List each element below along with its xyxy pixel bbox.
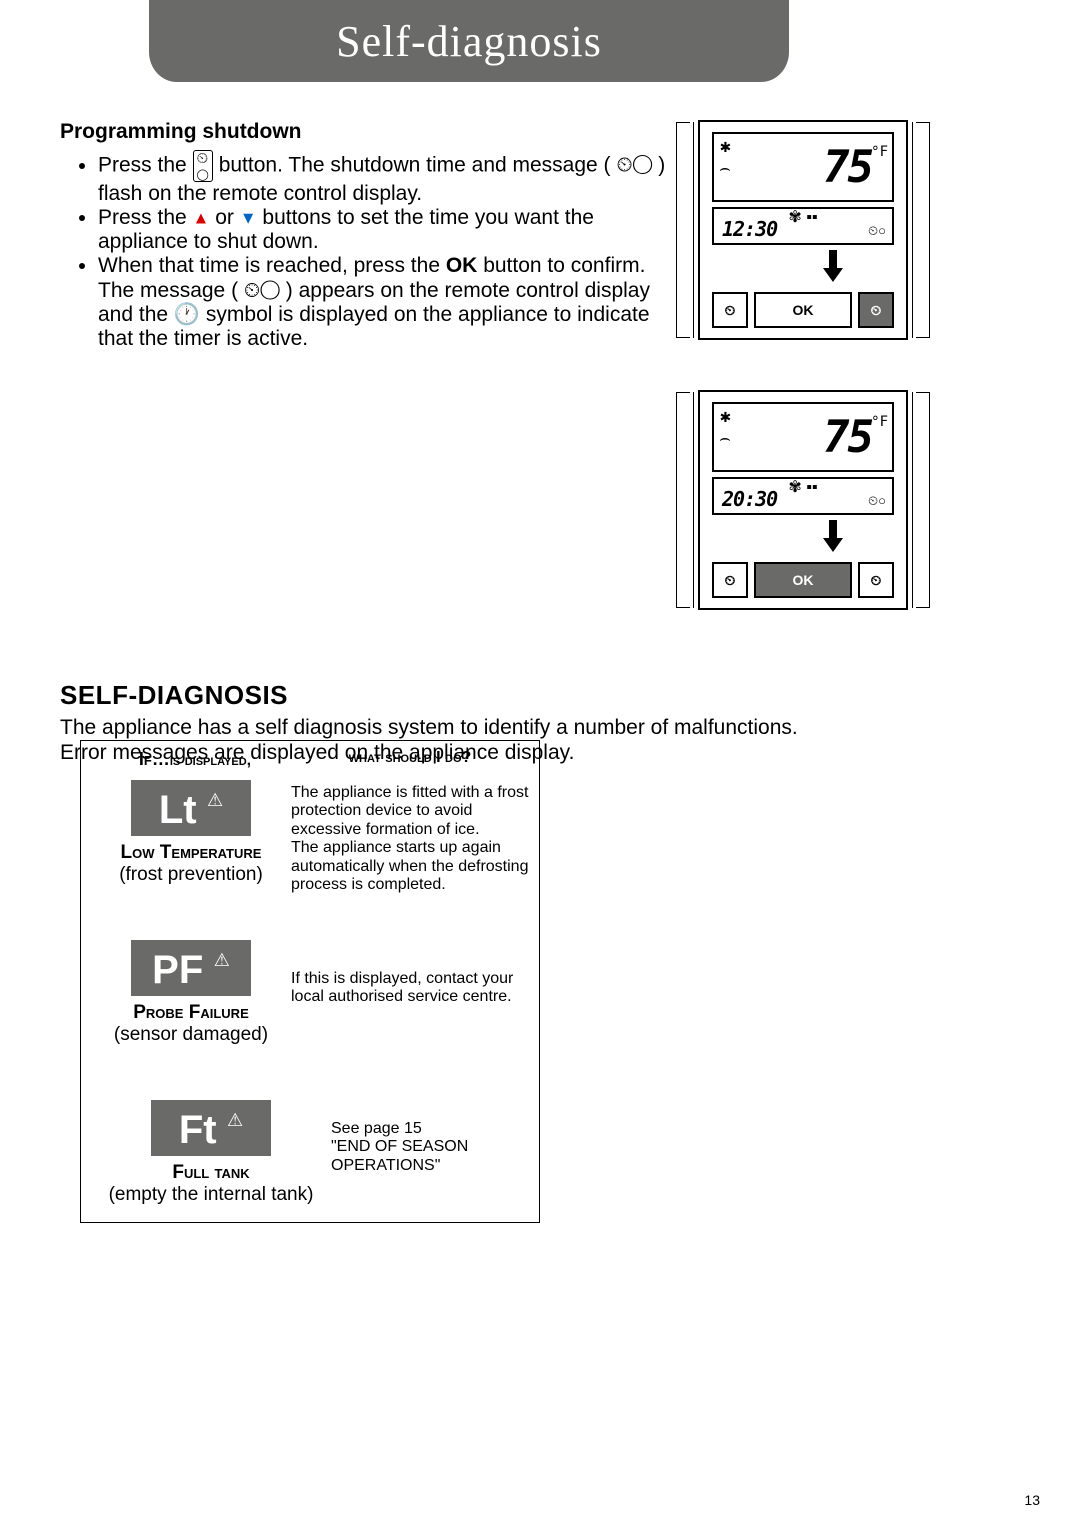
text: The appliance has a self diagnosis syste…	[60, 716, 798, 739]
action-cell: If this is displayed, contact your local…	[291, 940, 529, 1007]
text: When that time is reached, press the	[98, 254, 446, 277]
error-code-box: Lt ⚠	[131, 780, 251, 836]
error-code: PF	[152, 950, 203, 990]
table-row: Ft ⚠ Full tank (empty the internal tank)…	[91, 1100, 529, 1206]
lcd-unit: °F	[871, 144, 888, 160]
warning-icon: ⚠	[227, 1110, 243, 1130]
text: button. The shutdown time and message (	[219, 154, 617, 177]
shutdown-bullets: Press the ⏲◯ button. The shutdown time a…	[60, 150, 680, 351]
warning-icon: ⚠	[207, 790, 223, 810]
signal-icon: ⌢	[719, 158, 731, 179]
timer-sym-icon: ⏲○	[868, 493, 886, 509]
fan-icon: ✾ ▪▪	[788, 477, 817, 497]
clock-icon: ⏲	[725, 572, 736, 589]
action-cell: See page 15 "END OF SEASON OPERATIONS"	[331, 1100, 529, 1175]
text: or	[215, 206, 240, 229]
error-code-box: Ft ⚠	[151, 1100, 271, 1156]
timer-on-icon: ⏲◯	[616, 154, 652, 177]
lcd-unit: °F	[871, 414, 888, 430]
error-code: Ft	[179, 1110, 217, 1150]
col1-header: If…is displayed,	[95, 749, 295, 770]
timer-i-button[interactable]: ⏲	[712, 562, 748, 598]
timer-button-icon: ⏲◯	[193, 150, 213, 182]
error-label: Full tank	[91, 1162, 331, 1184]
ok-button[interactable]: OK	[754, 562, 852, 598]
bullet-1: Press the ⏲◯ button. The shutdown time a…	[98, 150, 680, 206]
diagnosis-header: If…is displayed, what should I do?	[91, 749, 529, 780]
error-sublabel: (frost prevention)	[91, 864, 291, 886]
text: Press the	[98, 206, 193, 229]
down-icon: ▼	[240, 209, 257, 228]
action-cell: The appliance is fitted with a frost pro…	[291, 780, 529, 894]
timer-i-button[interactable]: ⏲	[712, 292, 748, 328]
signal-icon: ⌢	[719, 428, 731, 449]
timer-sym-icon: ⏲○	[868, 223, 886, 239]
error-label: Low Temperature	[91, 842, 291, 864]
button-row: ⏲ OK ⏲	[712, 292, 894, 328]
ok-button[interactable]: OK	[754, 292, 852, 328]
col2-header: what should I do?	[295, 749, 525, 770]
error-cell: PF ⚠ Probe Failure (sensor damaged)	[91, 940, 291, 1046]
timer-o-button[interactable]: ⏲	[858, 292, 894, 328]
clock-icon: ⏲	[725, 302, 736, 319]
error-label: Probe Failure	[91, 1002, 291, 1024]
page-title: Self-diagnosis	[336, 16, 602, 67]
error-sublabel: (empty the internal tank)	[91, 1184, 331, 1206]
clock-icon: ⏲	[871, 572, 882, 589]
timer-on-icon: ⏲◯	[244, 279, 280, 302]
remote-display-1: ✱ ⌢ 75 °F ✾ ▪▪ 12:30 ⏲○ ⏲ OK ⏲	[698, 120, 908, 340]
clock-icon: ⏲	[871, 302, 882, 319]
remote-display-2: ✱ ⌢ 75 °F ✾ ▪▪ 20:30 ⏲○ ⏲ OK ⏲	[698, 390, 908, 610]
snowflake-icon: ✱	[720, 136, 731, 157]
lcd-temp: 75	[823, 142, 872, 193]
lcd-top: ✱ ⌢ 75 °F	[712, 132, 894, 202]
lcd-time: 12:30	[722, 217, 777, 241]
ok-label: OK	[446, 254, 478, 277]
page-number: 13	[1024, 1492, 1040, 1508]
bullet-3: When that time is reached, press the OK …	[98, 254, 680, 351]
lcd-bottom: ✾ ▪▪ 12:30 ⏲○	[712, 207, 894, 245]
lcd-bottom: ✾ ▪▪ 20:30 ⏲○	[712, 477, 894, 515]
lcd-top: ✱ ⌢ 75 °F	[712, 402, 894, 472]
error-sublabel: (sensor damaged)	[91, 1024, 291, 1046]
table-row: PF ⚠ Probe Failure (sensor damaged) If t…	[91, 940, 529, 1070]
warning-icon: ⚠	[214, 950, 230, 970]
text: Press the	[98, 154, 193, 177]
timer-o-button[interactable]: ⏲	[858, 562, 894, 598]
lcd-temp: 75	[823, 412, 872, 463]
button-row: ⏲ OK ⏲	[712, 562, 894, 598]
clock-icon: 🕐	[174, 303, 200, 326]
diagnosis-title: SELF-DIAGNOSIS	[60, 680, 1020, 711]
fan-icon: ✾ ▪▪	[788, 207, 817, 227]
lcd-time: 20:30	[722, 487, 777, 511]
error-code: Lt	[159, 790, 197, 830]
error-cell: Lt ⚠ Low Temperature (frost prevention)	[91, 780, 291, 886]
error-code-box: PF ⚠	[131, 940, 251, 996]
snowflake-icon: ✱	[720, 406, 731, 427]
table-row: Lt ⚠ Low Temperature (frost prevention) …	[91, 780, 529, 910]
header-band: Self-diagnosis	[149, 0, 789, 82]
bullet-2: Press the ▲ or ▼ buttons to set the time…	[98, 206, 680, 254]
up-icon: ▲	[193, 209, 210, 228]
error-cell: Ft ⚠ Full tank (empty the internal tank)	[91, 1100, 331, 1206]
diagnosis-table: If…is displayed, what should I do? Lt ⚠ …	[80, 740, 540, 1223]
